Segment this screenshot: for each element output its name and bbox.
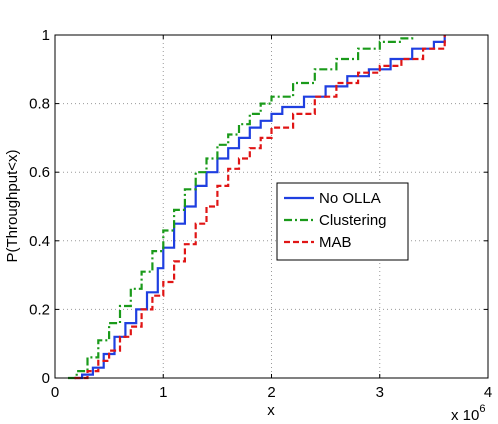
y-tick-label: 1 (42, 27, 50, 44)
legend-label: Clustering (319, 212, 387, 229)
series-layer (68, 35, 446, 380)
x-multiplier-base: x 10 (451, 407, 479, 424)
x-tick-label: 4 (484, 384, 492, 401)
y-tick-label: 0.2 (29, 301, 50, 318)
legend: No OLLA Clustering MAB (276, 182, 409, 261)
x-multiplier: x 106 (451, 403, 485, 424)
y-tick-label: 0 (42, 370, 50, 387)
x-tick-label: 2 (267, 384, 275, 401)
x-tick-label: 0 (51, 384, 59, 401)
series-line-clustering (68, 35, 414, 380)
legend-box (276, 182, 409, 261)
grid (55, 35, 488, 378)
y-tick-label: 0.8 (29, 96, 50, 113)
legend-label: No OLLA (319, 190, 381, 207)
x-tick-label: 1 (159, 384, 167, 401)
plot-background (55, 35, 488, 378)
y-axis-label: P(Throughput<x) (4, 150, 21, 263)
x-tick-label: 3 (376, 384, 384, 401)
x-axis-label: x (267, 402, 275, 419)
ticks: 0 1 2 3 4 0 0.2 0.4 0.6 0.8 1 (29, 27, 492, 401)
legend-label: MAB (319, 234, 352, 251)
y-tick-label: 0.4 (29, 233, 50, 250)
x-multiplier-exponent: 6 (479, 403, 485, 415)
series-line-mab (74, 35, 446, 380)
y-tick-label: 0.6 (29, 164, 50, 181)
